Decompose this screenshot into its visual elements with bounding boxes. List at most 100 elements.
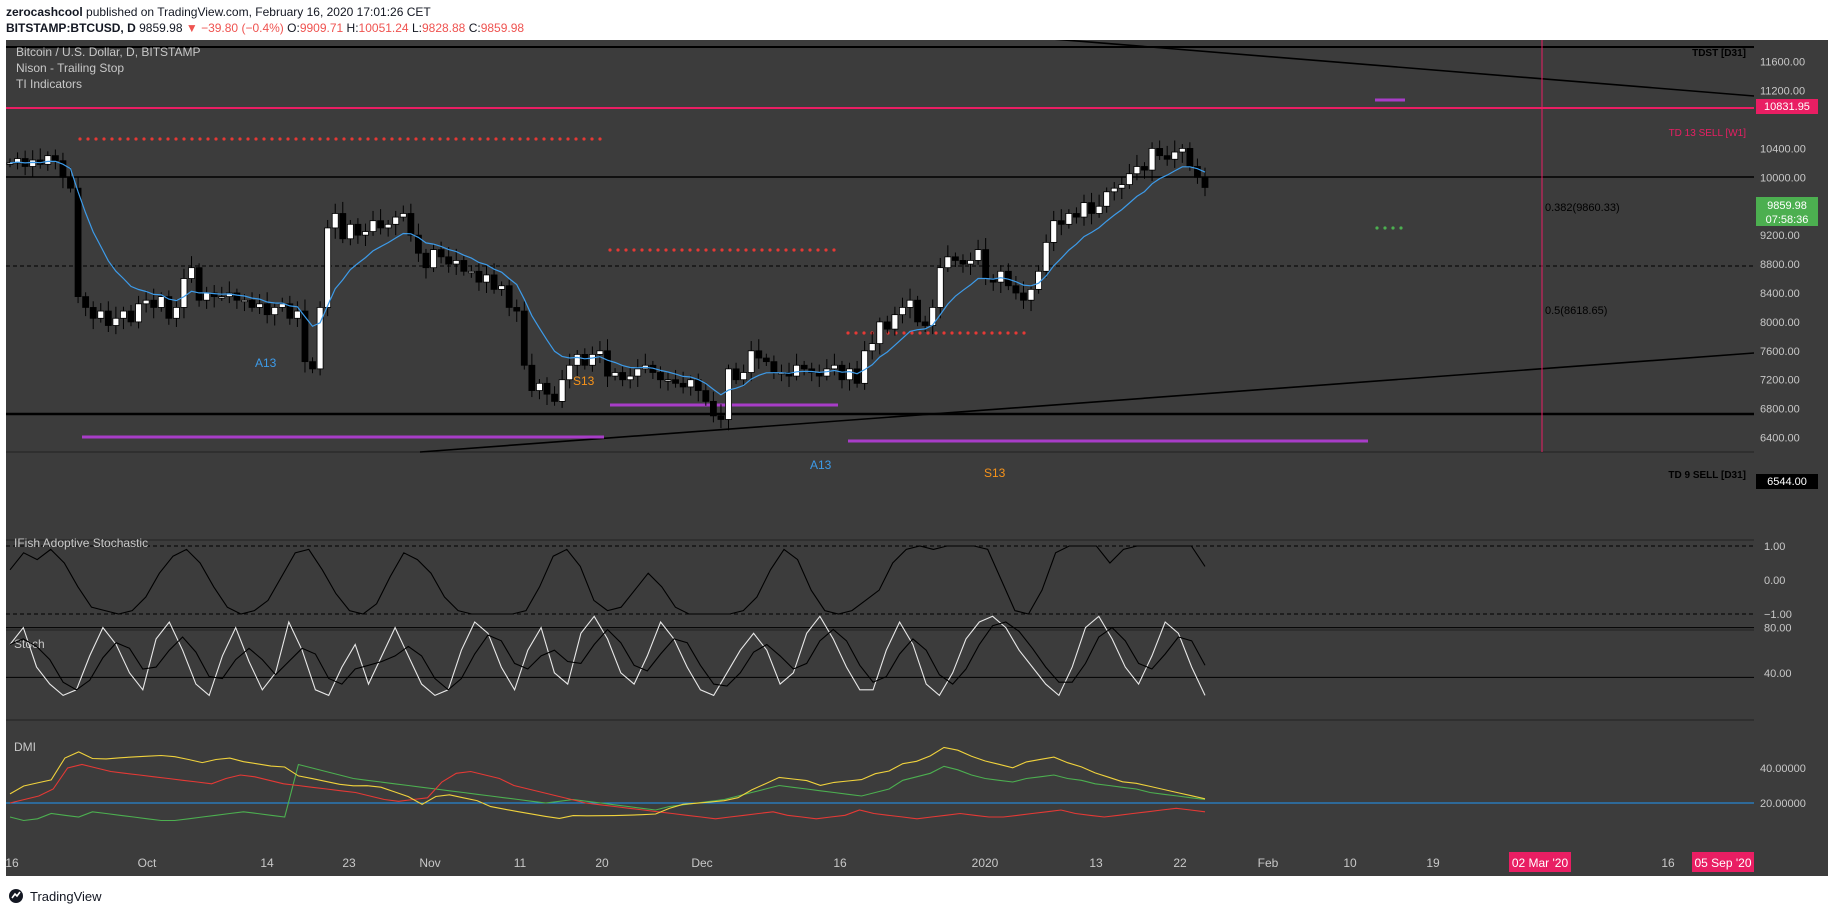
td-dot (550, 137, 554, 141)
td-dot (982, 331, 986, 335)
td-dot (454, 137, 458, 141)
candle-body (339, 213, 347, 240)
time-tick-label: Nov (419, 856, 440, 870)
candle-body (936, 267, 944, 308)
candle-body (97, 310, 105, 319)
candle-body (906, 299, 914, 308)
candle-body (755, 350, 763, 359)
legend-ti-indicators[interactable]: TI Indicators (16, 77, 82, 91)
h-label: H: (346, 21, 359, 35)
legend-title[interactable]: Bitcoin / U.S. Dollar, D, BITSTAMP (16, 45, 201, 59)
candle-body (762, 357, 770, 363)
candle-body (14, 158, 21, 164)
td-dot (126, 137, 130, 141)
candle-body (604, 350, 611, 377)
candle-body (596, 350, 604, 355)
price-tick-label: 10400.00 (1760, 143, 1806, 155)
candle-body (233, 292, 241, 301)
td-dot (736, 248, 740, 252)
tradingview-footer[interactable]: TradingView (8, 884, 102, 908)
td-dot (350, 137, 354, 141)
fib-382-label: 0.382(9860.33) (1545, 202, 1620, 214)
candle-body (853, 368, 861, 384)
last-price: 9859.98 (139, 21, 183, 35)
time-tick-label: 10 (1343, 856, 1357, 870)
td-dot (494, 137, 498, 141)
td-dot (398, 137, 402, 141)
candle-body (543, 382, 551, 395)
candle-body (679, 382, 687, 388)
time-tick-label: Oct (138, 856, 157, 870)
td-dot (198, 137, 202, 141)
td-dot (134, 137, 138, 141)
td-dot (110, 137, 114, 141)
candle-body (498, 285, 506, 290)
candle-body (944, 256, 952, 269)
td-dot (990, 331, 994, 335)
td-dot (728, 248, 732, 252)
td-dot (534, 137, 538, 141)
candle-body (1178, 148, 1186, 153)
td-dot (832, 248, 836, 252)
candle-body (135, 303, 142, 323)
td-dot (744, 248, 748, 252)
candle-body (294, 310, 301, 319)
candle-body (407, 213, 415, 236)
price-tick-label: 10000.00 (1760, 172, 1806, 184)
pane-title-ifish[interactable]: IFish Adoptive Stochastic (14, 536, 148, 550)
td-dot (672, 248, 676, 252)
td-dot (278, 137, 282, 141)
time-badge-mar: 02 Mar '20 (1512, 856, 1569, 870)
price-axis-labels: 11600.00 11200.00 10400.00 10000.00 9200.00 8… (1760, 57, 1806, 810)
a13-label-1: A13 (255, 356, 277, 370)
td-dot (294, 137, 298, 141)
candle-body (467, 270, 475, 274)
candle-body (709, 401, 717, 417)
td-dot (390, 137, 394, 141)
td-dot (776, 248, 780, 252)
td-dot (302, 137, 306, 141)
td-dot (784, 248, 788, 252)
price-tick-label: 7200.00 (1760, 375, 1800, 387)
td-dot (598, 137, 602, 141)
legend-trailing-stop[interactable]: Nison - Trailing Stop (16, 61, 124, 75)
td-dot (792, 248, 796, 252)
candle-body (362, 231, 369, 236)
time-tick-label: 16 (1661, 856, 1675, 870)
candle-body (51, 155, 59, 162)
candle-body (1125, 173, 1133, 185)
td-dot (286, 137, 290, 141)
chart-canvas[interactable]: Bitcoin / U.S. Dollar, D, BITSTAMP Nison… (0, 40, 1828, 880)
td-dot (958, 331, 962, 335)
candle-body (150, 299, 158, 308)
time-axis[interactable] (6, 852, 1754, 876)
td-dot (542, 137, 546, 141)
candle-body (1156, 148, 1164, 157)
candle-body (566, 364, 574, 381)
td-dot (446, 137, 450, 141)
price-tick-label: 8000.00 (1760, 317, 1800, 329)
td-dot (486, 137, 490, 141)
price-axis[interactable] (1754, 40, 1828, 876)
author[interactable]: zerocashcool (6, 5, 83, 19)
time-tick-label: 11 (514, 856, 527, 870)
candle-body (82, 296, 90, 308)
td-dot (366, 137, 370, 141)
candle-body (740, 372, 748, 381)
tdst-label: TDST [D31] (1692, 48, 1746, 59)
candle-body (528, 364, 536, 391)
candle-body (611, 372, 619, 377)
candle-body (626, 375, 634, 381)
time-tick-label: 2020 (972, 856, 999, 870)
price-tick-label: 11600.00 (1760, 57, 1805, 69)
candle-body (702, 390, 710, 402)
pane-title-dmi[interactable]: DMI (14, 740, 36, 754)
candle-body (324, 227, 332, 308)
td9-sell-label: TD 9 SELL [D31] (1668, 470, 1746, 481)
td-dot (704, 248, 708, 252)
candle-body (952, 256, 959, 261)
candle-body (588, 354, 596, 366)
candle-body (104, 310, 112, 326)
td-dot (558, 137, 562, 141)
published-text: published on TradingView.com, February 1… (86, 5, 431, 19)
